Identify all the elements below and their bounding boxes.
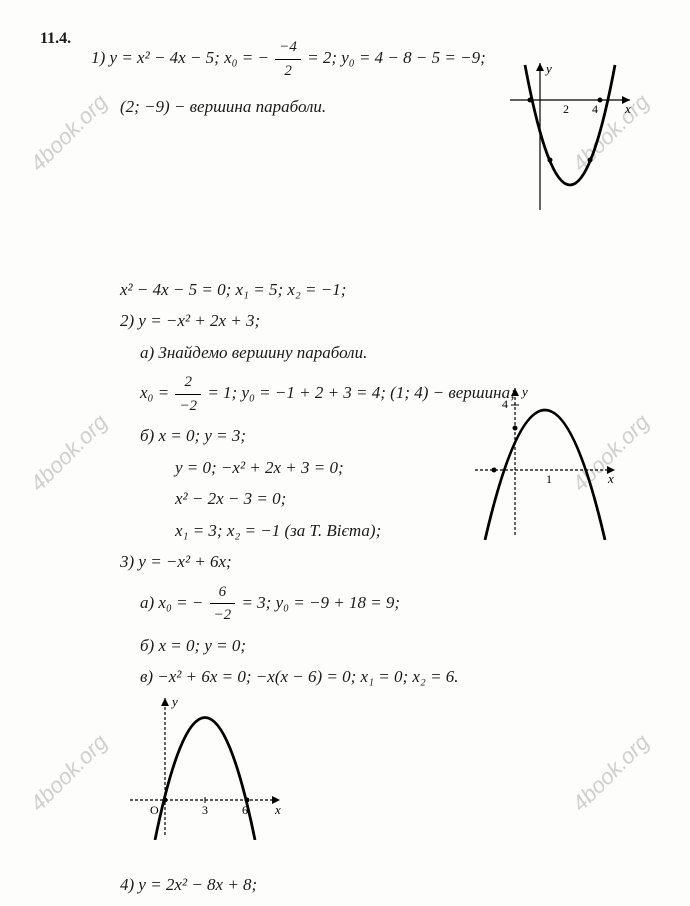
svg-text:1: 1 bbox=[546, 472, 552, 486]
text: x₀ = bbox=[140, 383, 173, 402]
math-line: б) x = 0; y = 0; bbox=[140, 633, 650, 659]
svg-text:3: 3 bbox=[202, 803, 208, 817]
fraction: 2 −2 bbox=[175, 371, 201, 417]
svg-text:O: O bbox=[150, 803, 159, 817]
denominator: 2 bbox=[275, 60, 301, 83]
watermark: 4book.org bbox=[25, 409, 113, 497]
denominator: −2 bbox=[175, 395, 201, 418]
numerator: 2 bbox=[175, 371, 201, 395]
math-line: 2) y = −x² + 2x + 3; bbox=[120, 308, 650, 334]
svg-text:y: y bbox=[170, 694, 178, 709]
math-line: в) −x² + 6x = 0; −x(x − 6) = 0; x₁ = 0; … bbox=[140, 664, 650, 690]
math-line: x² − 4x − 5 = 0; x₁ = 5; x₂ = −1; bbox=[120, 277, 650, 303]
text: = 3; y₀ = −9 + 18 = 9; bbox=[241, 592, 400, 611]
problem-number: 11.4. bbox=[40, 30, 71, 48]
text: 1) y = x² − 4x − 5; x₀ = − bbox=[91, 48, 273, 67]
svg-text:4: 4 bbox=[502, 397, 508, 411]
svg-text:2: 2 bbox=[563, 102, 569, 116]
math-line: а) x₀ = − 6 −2 = 3; y₀ = −9 + 18 = 9; bbox=[140, 581, 650, 627]
parabola-chart-1: y x 2 4 bbox=[500, 55, 640, 215]
text: = 2; y₀ = 4 − 8 − 5 = −9; bbox=[307, 48, 486, 67]
math-line: 3) y = −x² + 6x; bbox=[120, 549, 650, 575]
svg-text:4: 4 bbox=[592, 102, 598, 116]
fraction: 6 −2 bbox=[210, 581, 236, 627]
svg-text:x: x bbox=[274, 802, 281, 817]
svg-text:x: x bbox=[624, 101, 631, 116]
svg-text:y: y bbox=[520, 384, 528, 399]
numerator: −4 bbox=[275, 36, 301, 60]
text: а) x₀ = − bbox=[140, 592, 208, 611]
parabola-chart-3: y x O 3 6 bbox=[120, 690, 290, 840]
svg-text:y: y bbox=[544, 61, 552, 76]
parabola-chart-2: y x 4 1 bbox=[470, 380, 620, 540]
math-line: 4) y = 2x² − 8x + 8; bbox=[120, 872, 650, 898]
svg-text:x: x bbox=[607, 471, 614, 486]
math-line: а) Знайдемо вершину параболи. bbox=[140, 340, 650, 366]
numerator: 6 bbox=[210, 581, 236, 605]
denominator: −2 bbox=[210, 604, 236, 627]
math-line: 1) y = x² − 4x − 5; x₀ = − −4 2 = 2; y₀ … bbox=[91, 36, 486, 82]
fraction: −4 2 bbox=[275, 36, 301, 82]
